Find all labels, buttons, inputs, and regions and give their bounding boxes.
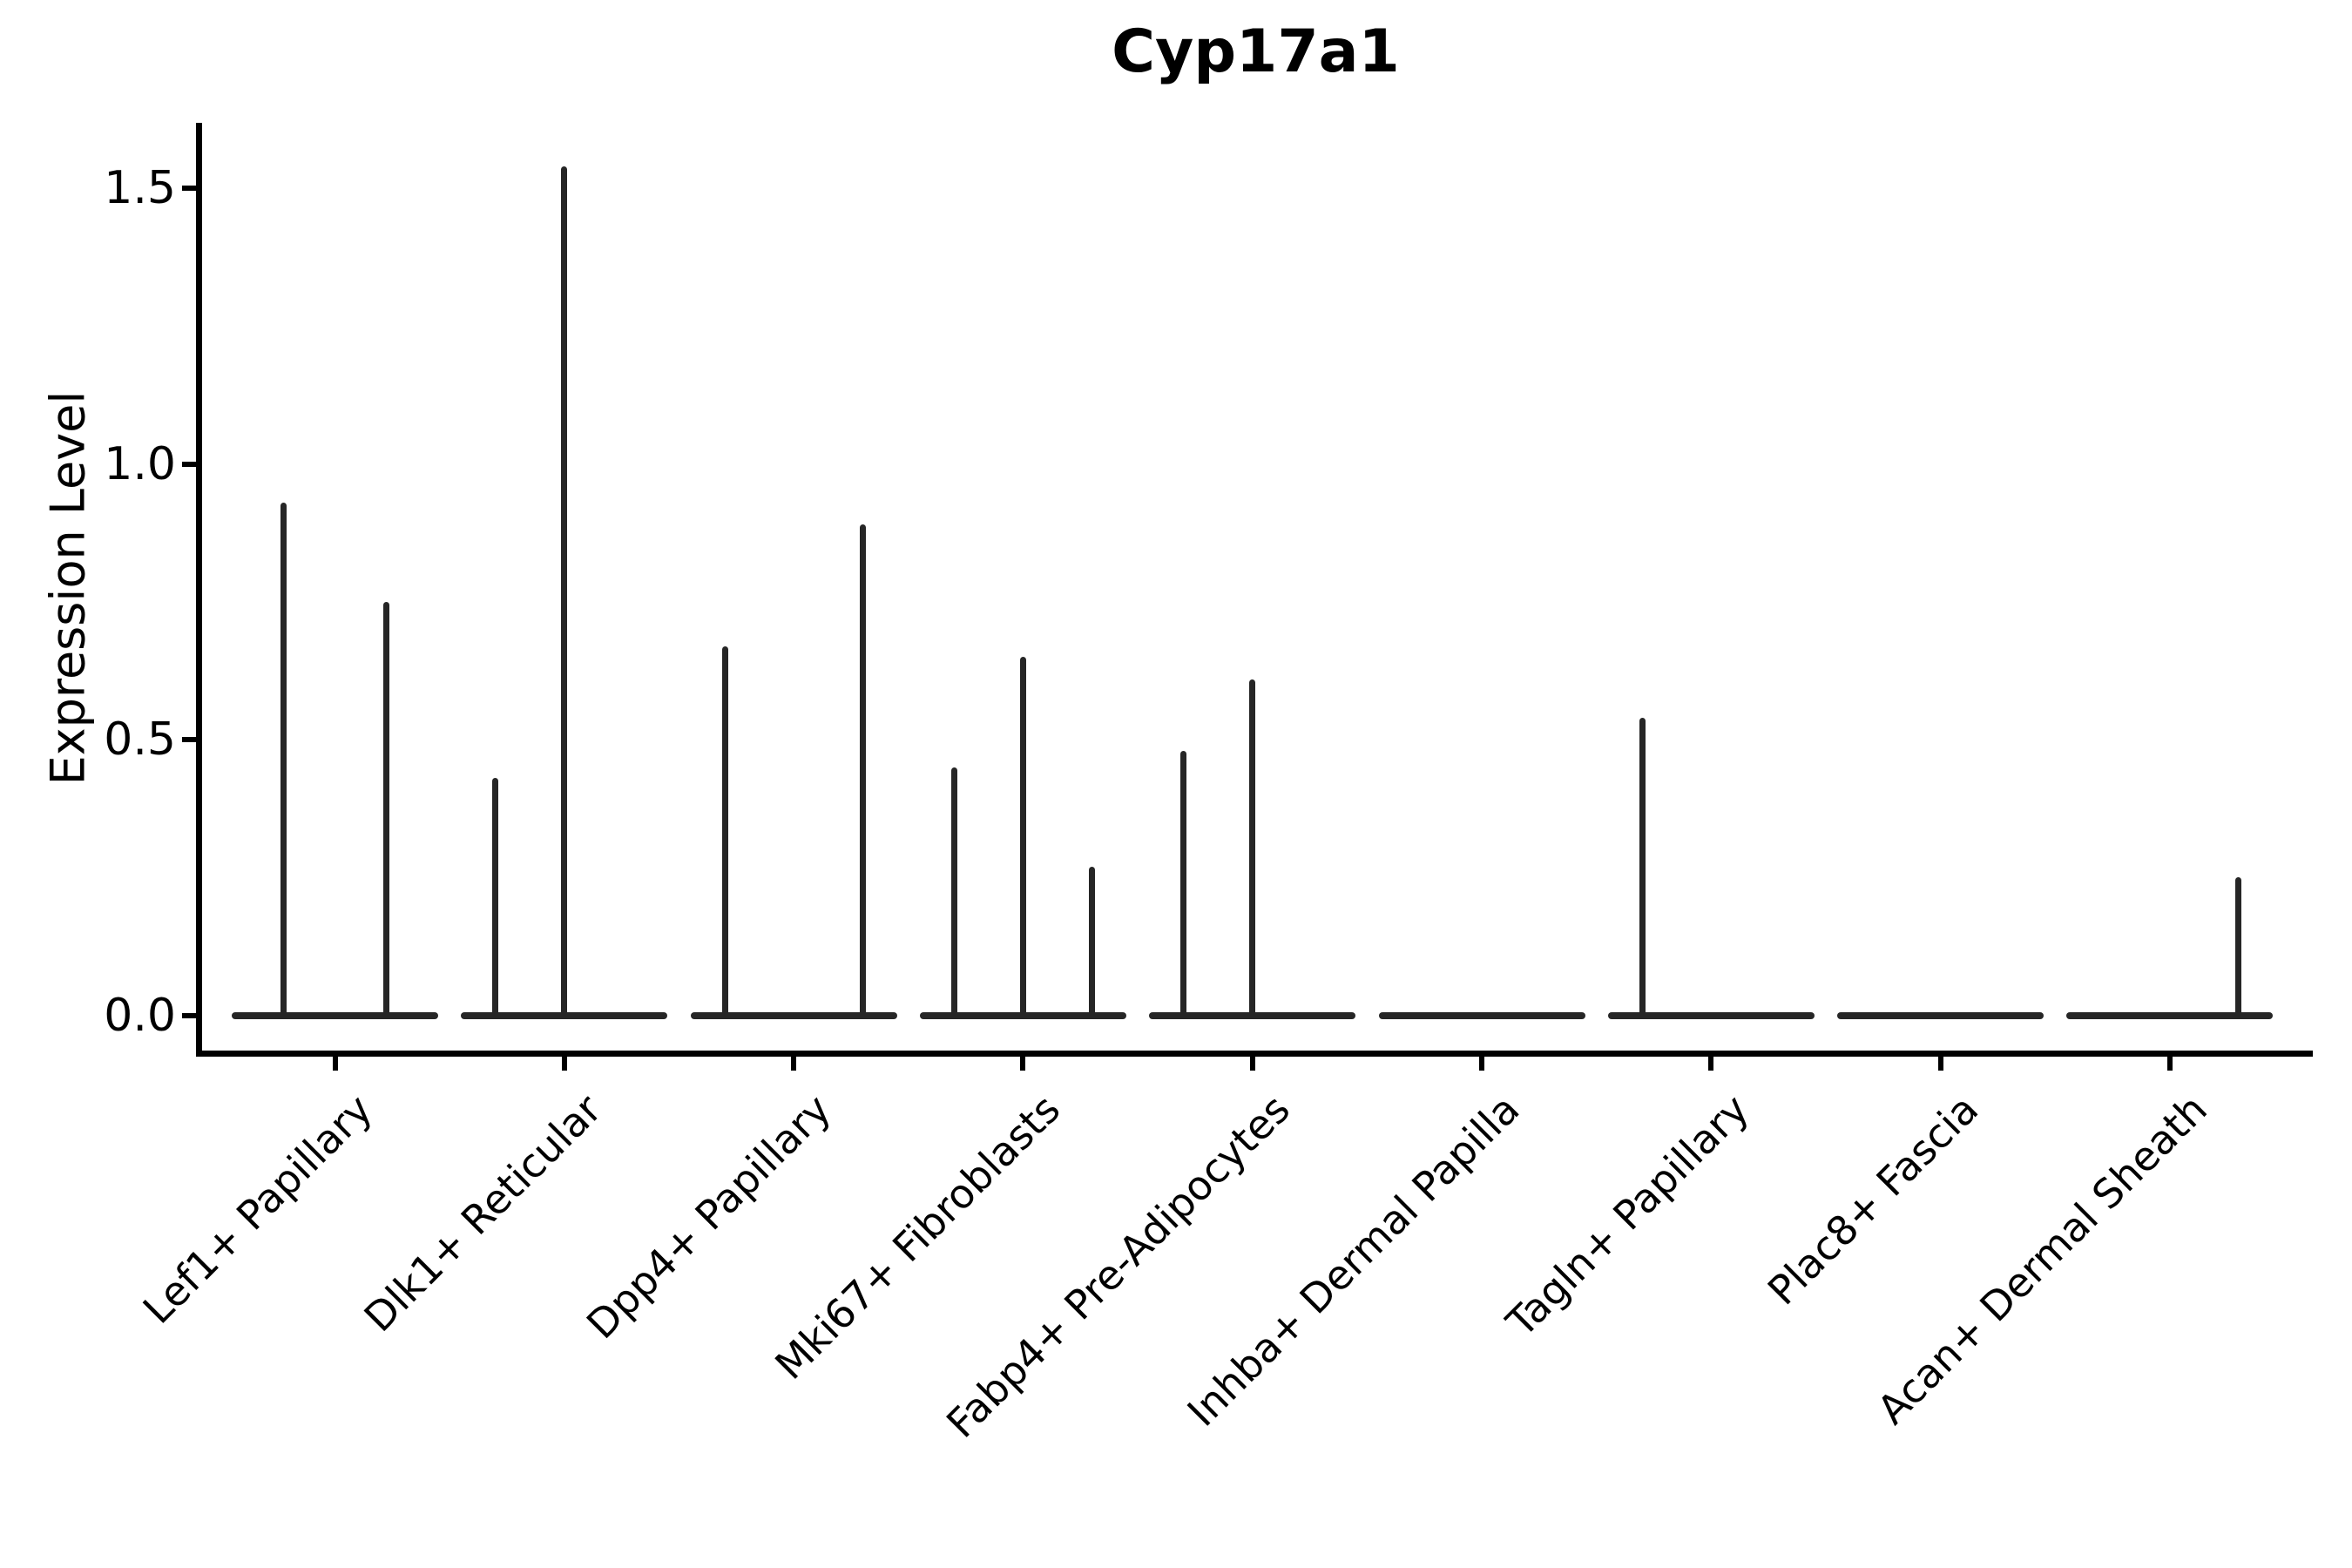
violin-baseline (1378, 1011, 1585, 1019)
violin-baseline (461, 1011, 668, 1019)
y-tick-mark (182, 461, 196, 467)
violin-density-spike (950, 767, 957, 1016)
violin-baseline (1607, 1011, 1815, 1019)
y-tick-mark (182, 737, 196, 743)
violin-density-spike (492, 778, 499, 1016)
x-tick-label-tagln-papillary: Tagln+ Papillary (1497, 1085, 1758, 1346)
y-tick-label: 0.5 (104, 713, 176, 767)
violin-baseline (919, 1011, 1126, 1019)
x-tick-mark (1020, 1057, 1026, 1071)
x-axis-spine (196, 1051, 2313, 1057)
violin-baseline (232, 1011, 438, 1019)
y-tick-mark (182, 1012, 196, 1018)
y-tick-mark (182, 186, 196, 192)
x-tick-label-dlk1-reticular: Dlk1+ Reticular (355, 1085, 611, 1342)
violin-density-spike (721, 645, 728, 1016)
violin-density-spike (383, 601, 390, 1016)
x-tick-mark (332, 1057, 338, 1071)
x-tick-label-plac8-fascia: Plac8+ Fascia (1758, 1085, 1987, 1315)
x-tick-mark (791, 1057, 797, 1071)
y-tick-label: 1.0 (104, 437, 176, 490)
violin-density-spike (1639, 717, 1646, 1016)
violin-density-spike (1088, 866, 1095, 1016)
x-tick-label-dpp4-papillary: Dpp4+ Papillary (578, 1085, 841, 1348)
x-tick-mark (561, 1057, 567, 1071)
y-axis-spine (196, 123, 202, 1057)
x-tick-mark (1479, 1057, 1484, 1071)
x-tick-mark (2166, 1057, 2173, 1071)
x-tick-label-lef1-papillary: Lef1+ Papillary (133, 1085, 382, 1333)
violin-density-spike (859, 524, 866, 1016)
y-tick-label: 1.5 (104, 162, 176, 215)
violin-density-spike (1019, 657, 1026, 1016)
violin-baseline (2066, 1011, 2274, 1019)
violin-density-spike (561, 166, 568, 1016)
violin-density-spike (280, 503, 287, 1016)
violin-density-spike (1180, 750, 1187, 1016)
chart-title: Cyp17a1 (1112, 17, 1400, 86)
x-tick-mark (1937, 1057, 1943, 1071)
x-tick-mark (1249, 1057, 1255, 1071)
violin-baseline (1837, 1011, 2044, 1019)
violin-density-spike (1249, 679, 1256, 1016)
violin-baseline (1149, 1011, 1356, 1019)
y-tick-label: 0.0 (104, 989, 176, 1042)
x-tick-mark (1708, 1057, 1714, 1071)
violin-density-spike (2235, 877, 2242, 1016)
violin-baseline (690, 1011, 897, 1019)
